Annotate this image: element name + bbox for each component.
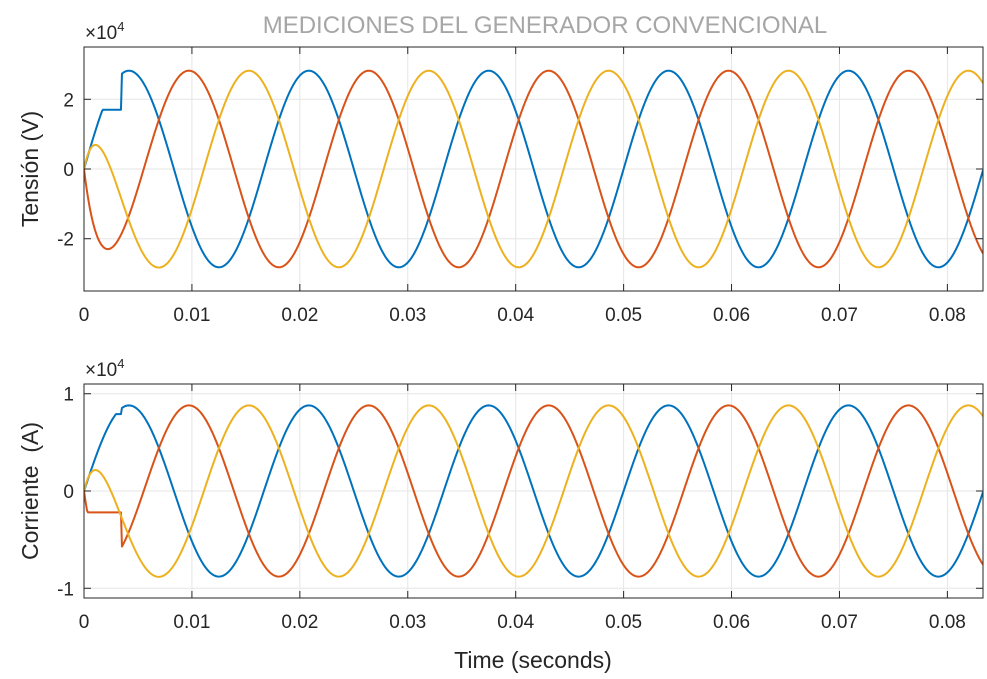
chart-title: MEDICIONES DEL GENERADOR CONVENCIONAL bbox=[263, 12, 828, 39]
voltage-x-tick-label: 0.01 bbox=[173, 305, 210, 326]
voltage-exponent-label: ×104 bbox=[85, 19, 124, 44]
current-x-tick-label: 0.08 bbox=[929, 612, 966, 633]
voltage-panel: 0 0.01 0.02 0.03 0.04 0.05 0.06 0.07 0.08 -2 0 2 ×1… bbox=[17, 12, 984, 326]
current-x-tick-label: 0 bbox=[79, 612, 90, 633]
current-series-line-3 bbox=[84, 404, 983, 578]
voltage-series-line-3 bbox=[84, 69, 983, 269]
voltage-y-axis-label: Tensión (V) bbox=[17, 111, 43, 227]
voltage-x-tick-label: 0.02 bbox=[281, 305, 318, 326]
current-series-line-1 bbox=[84, 404, 983, 578]
voltage-y-tick-label: 2 bbox=[63, 90, 74, 111]
voltage-y-tick-label: 0 bbox=[63, 160, 74, 181]
voltage-series-line-1 bbox=[84, 69, 983, 269]
current-panel: 0 0.01 0.02 0.03 0.04 0.05 0.06 0.07 0.08-101 ×1… bbox=[17, 356, 984, 673]
current-series-group bbox=[84, 404, 983, 578]
voltage-x-tick-label: 0.03 bbox=[389, 305, 426, 326]
current-x-tick-label: 0.06 bbox=[713, 612, 750, 633]
voltage-x-tick-label: 0.07 bbox=[821, 305, 858, 326]
voltage-x-tick-label: 0.08 bbox=[929, 305, 966, 326]
current-x-tick-label: 0.05 bbox=[605, 612, 642, 633]
current-ticks: 0 0.01 0.02 0.03 0.04 0.05 0.06 0.07 0.08-101 bbox=[57, 384, 983, 633]
voltage-x-tick-label: 0.05 bbox=[605, 305, 642, 326]
current-series-line-2 bbox=[84, 404, 983, 578]
current-exponent-label: ×104 bbox=[85, 356, 124, 381]
voltage-x-tick-label: 0.04 bbox=[497, 305, 534, 326]
current-x-tick-label: 0.02 bbox=[281, 612, 318, 633]
voltage-series-group bbox=[84, 69, 983, 269]
current-y-axis-label: Corriente (A) bbox=[17, 422, 43, 560]
current-y-tick-label: 0 bbox=[63, 482, 74, 503]
current-x-tick-label: 0.01 bbox=[173, 612, 210, 633]
current-x-tick-label: 0.03 bbox=[389, 612, 426, 633]
x-axis-label: Time (seconds) bbox=[454, 647, 612, 673]
voltage-series-line-2 bbox=[84, 69, 983, 269]
voltage-ticks: 0 0.01 0.02 0.03 0.04 0.05 0.06 0.07 0.08 -2 0 2 bbox=[57, 47, 983, 326]
current-x-tick-label: 0.07 bbox=[821, 612, 858, 633]
current-y-tick-label: -1 bbox=[57, 579, 74, 600]
voltage-x-tick-label: 0.06 bbox=[713, 305, 750, 326]
current-x-tick-label: 0.04 bbox=[497, 612, 534, 633]
voltage-y-tick-label: -2 bbox=[57, 230, 74, 251]
voltage-x-tick-label: 0 bbox=[79, 305, 90, 326]
current-y-tick-label: 1 bbox=[63, 385, 74, 406]
